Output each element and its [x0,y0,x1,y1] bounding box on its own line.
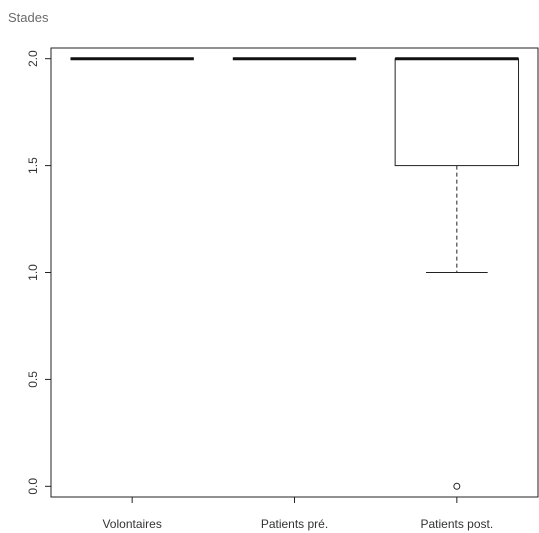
y-tick-label: 0.5 [26,371,40,388]
x-tick-label: Patients pré. [261,517,328,531]
y-tick-label: 2.0 [26,50,40,67]
box-marks [70,57,520,490]
chart-title: Stades [8,10,49,25]
axes: 0.0 0.5 1.0 1.5 2.0 Volontaires Patients pré. P… [26,50,493,531]
box-group [394,57,520,490]
x-tick-label: Patients post. [420,517,493,531]
y-tick-label: 1.5 [26,157,40,174]
y-tick-label: 1.0 [26,264,40,281]
box-iqr [394,58,520,167]
outlier-point [453,482,461,490]
y-tick-label: 0.0 [26,478,40,495]
x-tick-label: Volontaires [102,517,161,531]
